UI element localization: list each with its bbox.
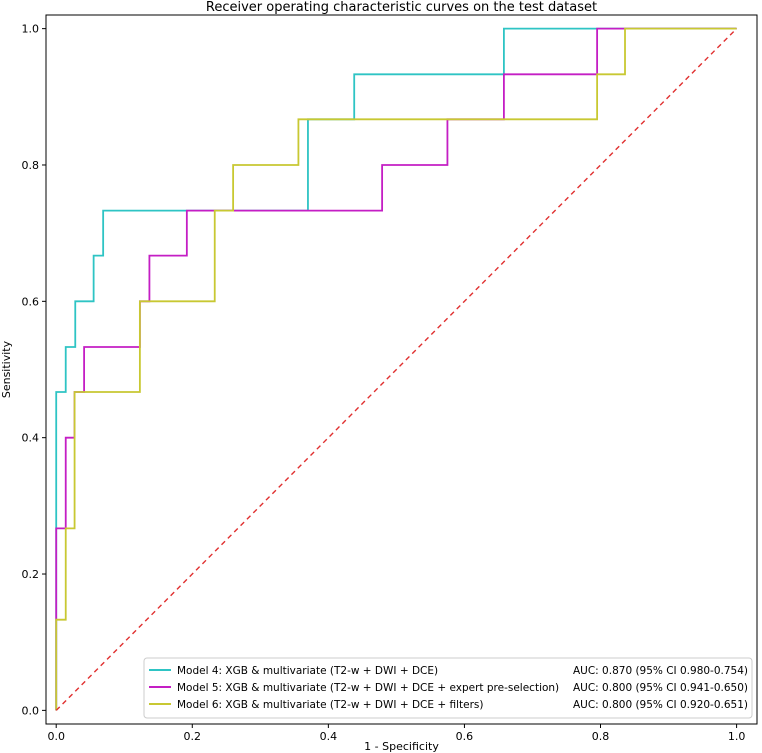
reference-diagonal-line bbox=[55, 28, 738, 711]
roc-line-model-5 bbox=[55, 27, 737, 711]
x-axis-title: 1 - Specificity bbox=[364, 740, 439, 753]
legend-entry-auc: AUC: 0.800 (95% CI 0.941-0.650) bbox=[573, 682, 748, 694]
legend-entry-label: Model 5: XGB & multivariate (T2-w + DWI … bbox=[177, 682, 559, 694]
x-tick-label: 1.0 bbox=[728, 730, 746, 743]
y-tick-label: 0.8 bbox=[22, 159, 40, 172]
legend-entry-auc: AUC: 0.870 (95% CI 0.980-0.754) bbox=[573, 665, 748, 677]
plot-frame bbox=[45, 14, 758, 725]
x-tick-label: 0.8 bbox=[592, 730, 610, 743]
y-tick-label: 1.0 bbox=[22, 23, 40, 36]
y-axis-title: Sensitivity bbox=[0, 340, 13, 398]
legend-entry-label: Model 6: XGB & multivariate (T2-w + DWI … bbox=[177, 699, 483, 711]
legend-entry-label: Model 4: XGB & multivariate (T2-w + DWI … bbox=[177, 665, 438, 677]
legend-box bbox=[143, 657, 753, 719]
legend-entry-auc: AUC: 0.800 (95% CI 0.920-0.651) bbox=[573, 699, 748, 711]
y-tick-label: 0.0 bbox=[22, 704, 40, 717]
x-tick-label: 0.2 bbox=[184, 730, 202, 743]
y-tick-label: 0.6 bbox=[22, 295, 40, 308]
x-tick-label: 0.4 bbox=[320, 730, 338, 743]
roc-line-model-6 bbox=[55, 27, 737, 711]
y-tick-label: 0.4 bbox=[22, 432, 40, 445]
x-tick-label: 0.6 bbox=[456, 730, 474, 743]
y-tick-label: 0.2 bbox=[22, 568, 40, 581]
roc-line-model-4 bbox=[55, 27, 737, 711]
chart-title: Receiver operating characteristic curves… bbox=[206, 0, 597, 15]
x-tick-label: 0.0 bbox=[47, 730, 65, 743]
